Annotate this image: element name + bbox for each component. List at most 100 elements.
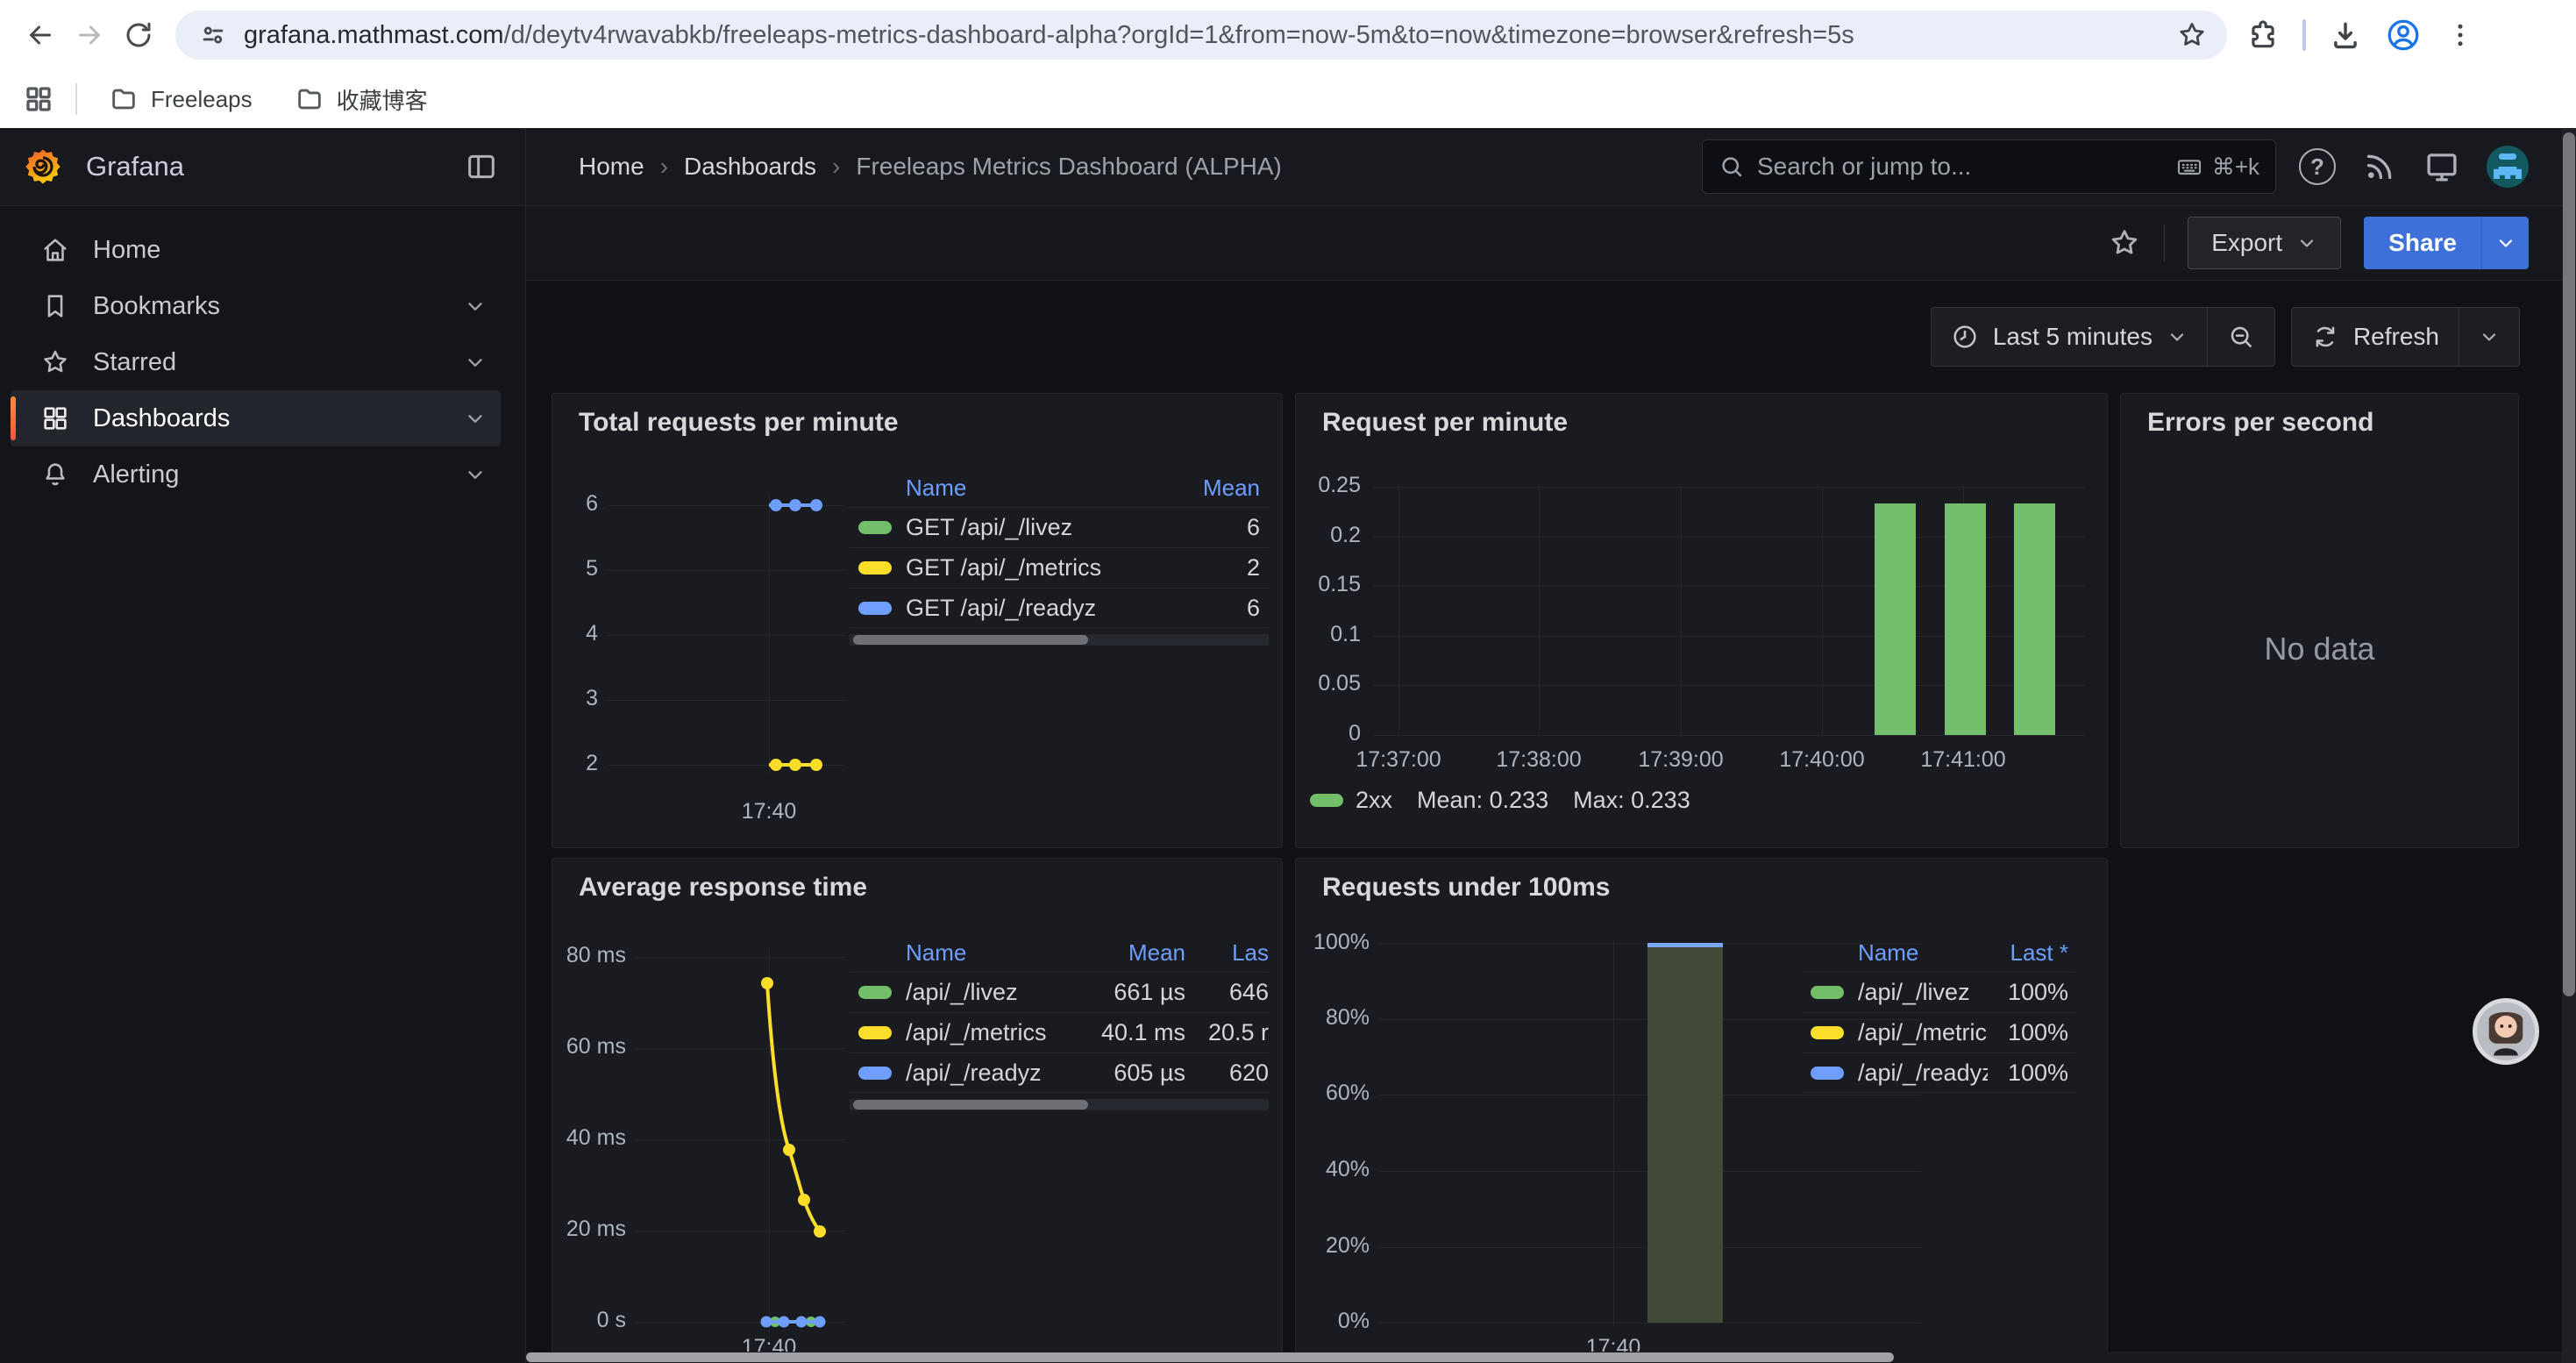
folder-icon bbox=[295, 84, 324, 114]
user-avatar[interactable] bbox=[2487, 146, 2529, 188]
refresh-interval-button[interactable] bbox=[2459, 308, 2519, 366]
chevron-down-icon bbox=[2167, 326, 2188, 347]
scrollbar-thumb[interactable] bbox=[853, 635, 1088, 645]
profile-button[interactable] bbox=[2385, 17, 2422, 54]
legend-scrollbar[interactable] bbox=[850, 1099, 1269, 1110]
breadcrumb-home[interactable]: Home bbox=[579, 153, 644, 181]
favorite-dashboard-button[interactable] bbox=[2108, 226, 2141, 260]
bookmark-page-button[interactable] bbox=[2176, 19, 2208, 51]
kiosk-mode-button[interactable] bbox=[2423, 148, 2460, 185]
zoom-out-button[interactable] bbox=[2208, 308, 2274, 366]
legend-header-last[interactable]: Last * bbox=[1988, 939, 2075, 967]
bookmark-folder-blogs[interactable]: 收藏博客 bbox=[284, 78, 438, 121]
back-arrow-icon bbox=[25, 19, 56, 51]
series-name[interactable]: GET /api/_/readyz bbox=[906, 595, 1207, 622]
series-mean: 661 µs bbox=[1054, 979, 1185, 1006]
refresh-button[interactable]: Refresh bbox=[2292, 308, 2459, 366]
grafana-header: Grafana Home › Dashboards › Freeleaps Me… bbox=[0, 128, 2576, 206]
share-label: Share bbox=[2388, 229, 2457, 257]
grafana-logo[interactable] bbox=[23, 146, 63, 187]
bookmark-icon bbox=[40, 291, 70, 321]
series-color-pill[interactable] bbox=[1811, 1026, 1844, 1039]
help-button[interactable]: ? bbox=[2299, 148, 2336, 185]
legend-header-mean[interactable]: Mean bbox=[1203, 475, 1260, 502]
series-color-pill[interactable] bbox=[858, 602, 892, 615]
share-menu-button[interactable] bbox=[2481, 217, 2529, 269]
share-button[interactable]: Share bbox=[2364, 217, 2481, 269]
legend-scrollbar[interactable] bbox=[850, 634, 1269, 646]
series-name[interactable]: /api/_/livez bbox=[906, 979, 1054, 1006]
series-color-pill[interactable] bbox=[858, 1026, 892, 1039]
legend-header-name[interactable]: Name bbox=[906, 475, 966, 502]
search-input[interactable]: Search or jump to... ⌘+k bbox=[1702, 139, 2276, 194]
series-name[interactable]: /api/_/livez bbox=[1858, 979, 1988, 1006]
floating-assistant-avatar[interactable] bbox=[2473, 998, 2539, 1065]
series-mean: 605 µs bbox=[1054, 1060, 1185, 1087]
legend-row: /api/_/livez 661 µs 646 bbox=[850, 972, 1269, 1012]
series-mean: 2 bbox=[1207, 554, 1269, 582]
scrollbar-thumb[interactable] bbox=[2563, 132, 2575, 996]
grafana-top-icons: ? bbox=[2299, 146, 2529, 188]
vertical-scrollbar[interactable] bbox=[2562, 128, 2576, 1363]
no-data-message: No data bbox=[2121, 631, 2518, 667]
chevron-down-icon[interactable] bbox=[464, 463, 487, 486]
sidebar-item-starred[interactable]: Starred bbox=[11, 334, 501, 390]
sidebar-item-bookmarks[interactable]: Bookmarks bbox=[11, 278, 501, 334]
series-color-pill[interactable] bbox=[858, 986, 892, 999]
series-name[interactable]: /api/_/readyz bbox=[906, 1060, 1054, 1087]
series-name[interactable]: /api/_/readyz bbox=[1858, 1060, 1988, 1087]
series-color-pill[interactable] bbox=[1811, 986, 1844, 999]
time-range-picker[interactable]: Last 5 minutes bbox=[1932, 308, 2207, 366]
sidebar-toggle-button[interactable] bbox=[464, 149, 499, 184]
chevron-down-icon[interactable] bbox=[464, 407, 487, 430]
legend-header-last[interactable]: Las bbox=[1185, 939, 1269, 967]
panel-title[interactable]: Requests under 100ms bbox=[1322, 873, 1610, 903]
scrollbar-thumb[interactable] bbox=[526, 1352, 1894, 1362]
series-name[interactable]: GET /api/_/livez bbox=[906, 514, 1207, 541]
legend-header-name[interactable]: Name bbox=[906, 939, 1054, 967]
bookmark-folder-freeleaps[interactable]: Freeleaps bbox=[98, 79, 263, 119]
series-color-pill[interactable] bbox=[858, 561, 892, 574]
panel-title[interactable]: Errors per second bbox=[2147, 408, 2373, 438]
scrollbar-thumb[interactable] bbox=[853, 1100, 1088, 1110]
extensions-puzzle-icon bbox=[2246, 18, 2280, 52]
apps-button[interactable] bbox=[23, 83, 54, 115]
breadcrumb-dashboards[interactable]: Dashboards bbox=[684, 153, 816, 181]
extensions-button[interactable] bbox=[2246, 18, 2280, 52]
bookmark-star-icon bbox=[2176, 19, 2208, 51]
person-avatar-icon bbox=[2477, 1003, 2535, 1060]
series-mean: 40.1 ms bbox=[1054, 1019, 1185, 1046]
panel-title[interactable]: Request per minute bbox=[1322, 408, 1568, 438]
legend-item[interactable]: 2xx bbox=[1310, 787, 1392, 814]
browser-back-button[interactable] bbox=[16, 11, 65, 60]
series-color-pill[interactable] bbox=[1811, 1067, 1844, 1080]
series-color-pill[interactable] bbox=[858, 1067, 892, 1080]
series-name[interactable]: /api/_/metrics bbox=[906, 1019, 1054, 1046]
sidebar-item-dashboards[interactable]: Dashboards bbox=[11, 390, 501, 446]
rss-icon bbox=[2362, 149, 2397, 184]
breadcrumb-separator: › bbox=[660, 153, 668, 181]
news-button[interactable] bbox=[2362, 149, 2397, 184]
browser-reload-button[interactable] bbox=[114, 11, 163, 60]
sidebar-item-alerting[interactable]: Alerting bbox=[11, 446, 501, 503]
legend-header-name[interactable]: Name bbox=[1858, 939, 1988, 967]
downloads-button[interactable] bbox=[2329, 18, 2362, 52]
chevron-down-icon[interactable] bbox=[464, 295, 487, 318]
horizontal-scrollbar[interactable] bbox=[526, 1352, 2562, 1363]
sidebar-item-home[interactable]: Home bbox=[11, 222, 501, 278]
series-color-pill[interactable] bbox=[858, 521, 892, 534]
series-mean: 6 bbox=[1207, 514, 1269, 541]
y-tick: 0.1 bbox=[1296, 622, 1361, 647]
url-bar[interactable]: grafana.mathmast.com/d/deytv4rwavabkb/fr… bbox=[175, 11, 2227, 60]
series-name[interactable]: /api/_/metrics bbox=[1858, 1019, 1988, 1046]
chevron-down-icon[interactable] bbox=[464, 351, 487, 374]
legend-header-mean[interactable]: Mean bbox=[1054, 939, 1185, 967]
browser-forward-button[interactable] bbox=[65, 11, 114, 60]
site-settings-icon[interactable] bbox=[198, 20, 228, 50]
series-name[interactable]: GET /api/_/metrics bbox=[906, 554, 1207, 582]
export-button[interactable]: Export bbox=[2188, 217, 2341, 269]
chevron-down-icon bbox=[2479, 326, 2500, 347]
share-button-group: Share bbox=[2364, 217, 2529, 269]
toolbar-divider bbox=[2302, 19, 2306, 51]
browser-menu-button[interactable] bbox=[2444, 19, 2476, 51]
